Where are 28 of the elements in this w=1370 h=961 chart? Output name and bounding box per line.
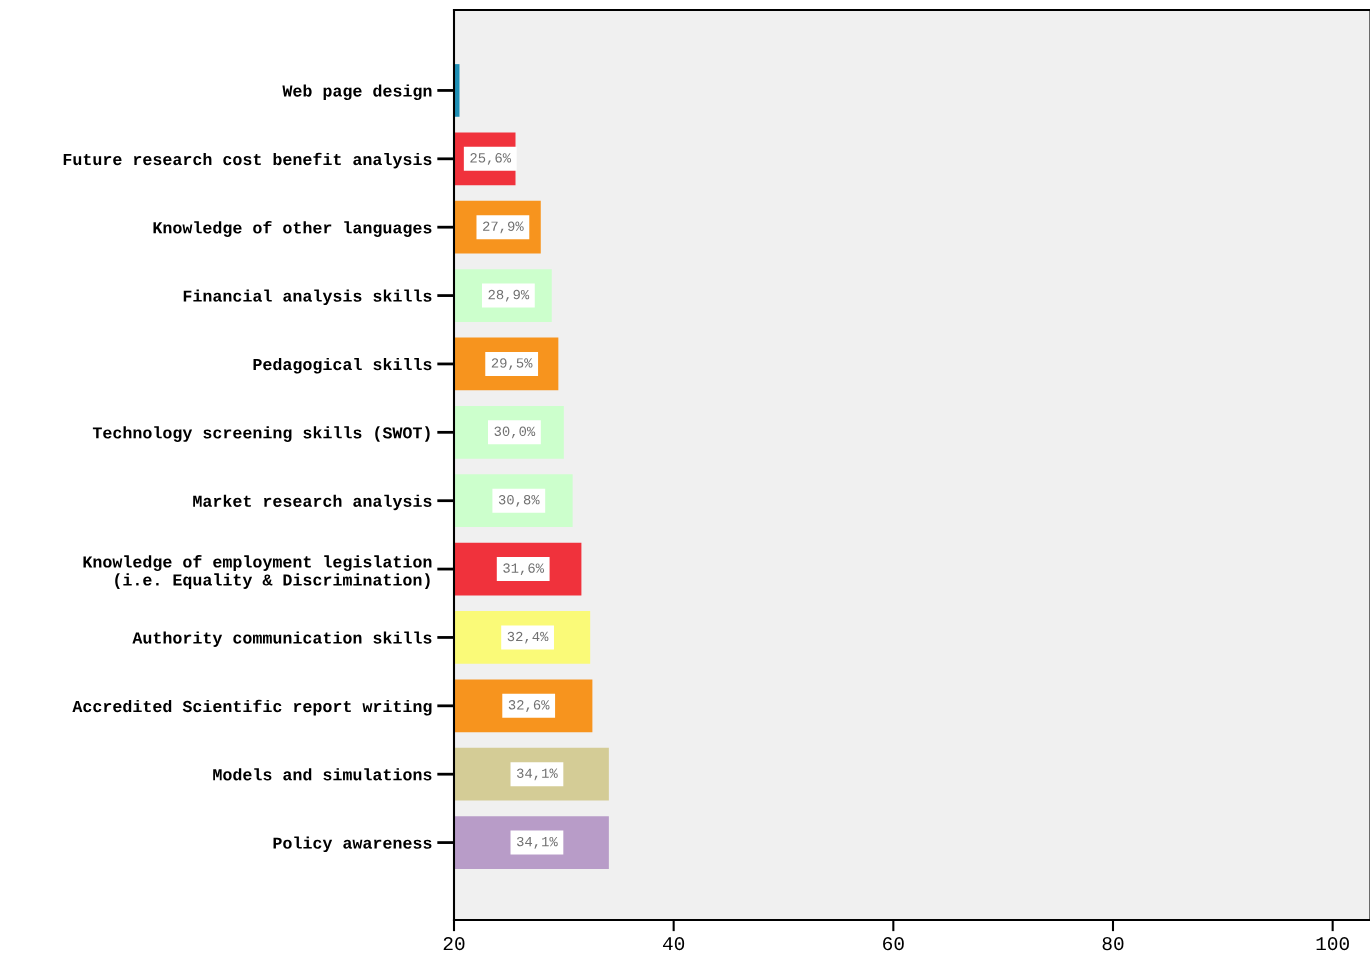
data-label: 29,5% [491,358,533,370]
y-tick-label: Financial analysis skills [183,289,432,306]
x-tick-label: 20 [443,937,465,951]
y-tick-label: Authority communication skills [132,631,432,647]
y-tick-label: Market research analysis [193,494,432,511]
y-tick-label: Technology screening skills (SWOT) [92,426,430,442]
y-tick-label: Accredited Scientific report writing [72,699,432,716]
data-label: 31,6% [503,563,545,576]
y-tick-label: Knowledge of other languages [153,221,432,237]
data-label: 34,1% [516,768,558,781]
x-tick-label: 80 [1102,937,1124,951]
x-tick-label: 40 [662,937,685,951]
data-label: 27,9% [483,221,524,234]
data-label: 34,1% [516,836,558,849]
data-label: 28,9% [488,289,530,302]
data-label: 30,8% [498,495,540,507]
data-label: 30,0% [494,426,536,439]
y-tick-label: Pedagogical skills [253,357,432,374]
data-label: 32,6% [508,700,550,712]
x-tick-label: 100 [1316,937,1349,951]
y-tick-label: Models and simulations [213,768,432,781]
y-tick-label: Knowledge of employment legislation (i.e. Equality & Discrimination) [83,555,432,589]
data-label: 32,4% [507,631,549,644]
data-label: 25,6% [470,153,512,165]
y-tick-label: Future research cost benefit analysis [63,152,432,169]
y-tick-label: Policy awareness [273,836,432,853]
x-tick-label: 60 [883,937,904,951]
y-tick-label: Web page design [282,84,432,101]
